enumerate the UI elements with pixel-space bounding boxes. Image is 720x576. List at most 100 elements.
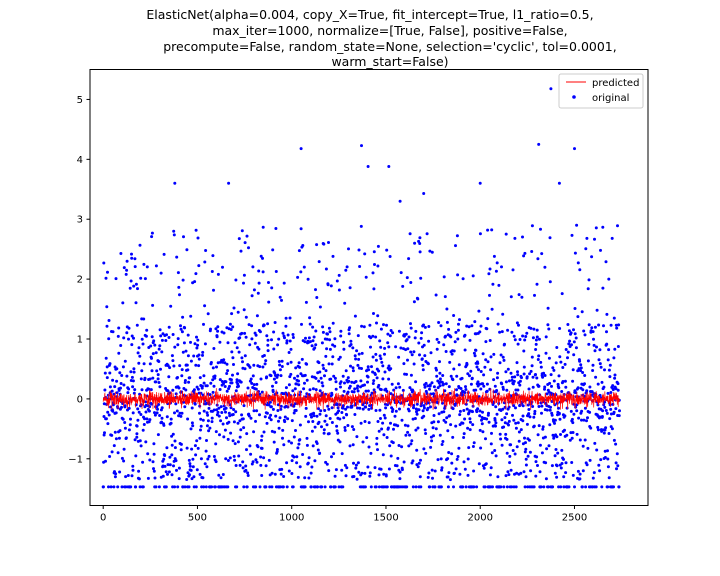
original-point	[124, 272, 128, 276]
original-point	[514, 406, 517, 410]
original-point	[434, 293, 438, 297]
original-point	[337, 409, 341, 413]
original-point	[424, 451, 428, 455]
original-point	[185, 248, 189, 252]
original-point	[258, 485, 262, 489]
original-point	[405, 276, 409, 280]
original-point	[565, 406, 569, 410]
original-point	[155, 405, 159, 409]
original-point	[134, 485, 138, 489]
original-point	[532, 327, 536, 331]
original-point	[183, 379, 187, 382]
original-point	[213, 376, 217, 380]
original-point	[201, 350, 205, 354]
original-point	[246, 471, 250, 475]
original-point	[335, 424, 339, 428]
original-point	[322, 431, 326, 435]
original-point	[327, 432, 331, 436]
original-point	[282, 443, 286, 447]
original-point	[400, 468, 404, 472]
original-point	[495, 376, 499, 380]
original-point	[239, 249, 243, 253]
original-point	[470, 324, 474, 328]
original-point	[113, 430, 117, 434]
original-point	[326, 404, 330, 408]
original-point	[234, 278, 238, 282]
legend-predicted-label: predicted	[592, 78, 639, 89]
original-point	[137, 477, 141, 481]
original-point	[191, 424, 195, 428]
original-point	[207, 429, 211, 433]
original-point	[251, 460, 255, 464]
original-point	[443, 389, 447, 393]
original-point	[453, 340, 457, 344]
original-point	[483, 365, 487, 369]
original-point	[482, 373, 486, 377]
original-point	[283, 415, 287, 419]
original-point	[372, 379, 376, 383]
original-point	[361, 407, 365, 411]
original-point	[394, 386, 398, 390]
original-point	[212, 384, 216, 388]
original-point	[344, 369, 348, 373]
original-point	[448, 360, 452, 364]
original-point	[378, 354, 382, 358]
original-point	[334, 468, 338, 472]
original-point	[586, 446, 590, 450]
original-point	[540, 252, 544, 256]
original-point	[173, 411, 176, 415]
original-point	[120, 456, 124, 460]
original-point	[252, 363, 256, 367]
original-point	[106, 422, 110, 426]
original-point	[145, 417, 149, 421]
original-point	[387, 364, 391, 368]
original-point	[608, 417, 612, 421]
original-point	[290, 419, 294, 423]
original-point	[553, 421, 556, 425]
original-point	[398, 477, 402, 481]
original-point	[545, 392, 549, 396]
original-point	[269, 374, 273, 378]
original-point	[241, 417, 245, 421]
original-point	[422, 406, 426, 410]
original-point	[122, 336, 126, 340]
original-point	[533, 293, 536, 297]
original-point	[181, 485, 185, 489]
original-point	[188, 462, 192, 466]
original-point	[258, 413, 261, 417]
original-point	[319, 409, 323, 413]
original-point	[570, 343, 573, 347]
original-point	[340, 468, 344, 472]
original-point	[412, 404, 416, 407]
original-point	[181, 278, 185, 282]
original-point	[448, 478, 452, 482]
original-point	[353, 314, 357, 318]
original-point	[202, 381, 206, 385]
original-point	[198, 472, 202, 476]
original-point	[297, 442, 301, 446]
original-point	[455, 388, 458, 392]
original-point	[407, 409, 411, 413]
original-point	[354, 463, 358, 467]
original-point	[314, 288, 317, 292]
x-axis: 0 500 1000 1500 2000 2500	[100, 505, 587, 524]
original-point	[310, 344, 314, 348]
original-point	[269, 405, 273, 409]
original-point	[275, 448, 279, 451]
original-point	[162, 423, 166, 427]
original-point	[380, 427, 384, 431]
original-point	[366, 375, 370, 379]
original-point	[131, 385, 135, 389]
original-point	[212, 455, 216, 458]
original-point	[593, 349, 597, 353]
original-point	[504, 232, 508, 236]
original-point	[312, 335, 316, 339]
original-point	[225, 362, 229, 366]
original-point	[511, 413, 514, 417]
original-point	[410, 439, 414, 443]
original-point	[174, 392, 178, 396]
original-point	[182, 341, 186, 345]
original-point	[585, 389, 589, 393]
original-point	[527, 408, 531, 411]
